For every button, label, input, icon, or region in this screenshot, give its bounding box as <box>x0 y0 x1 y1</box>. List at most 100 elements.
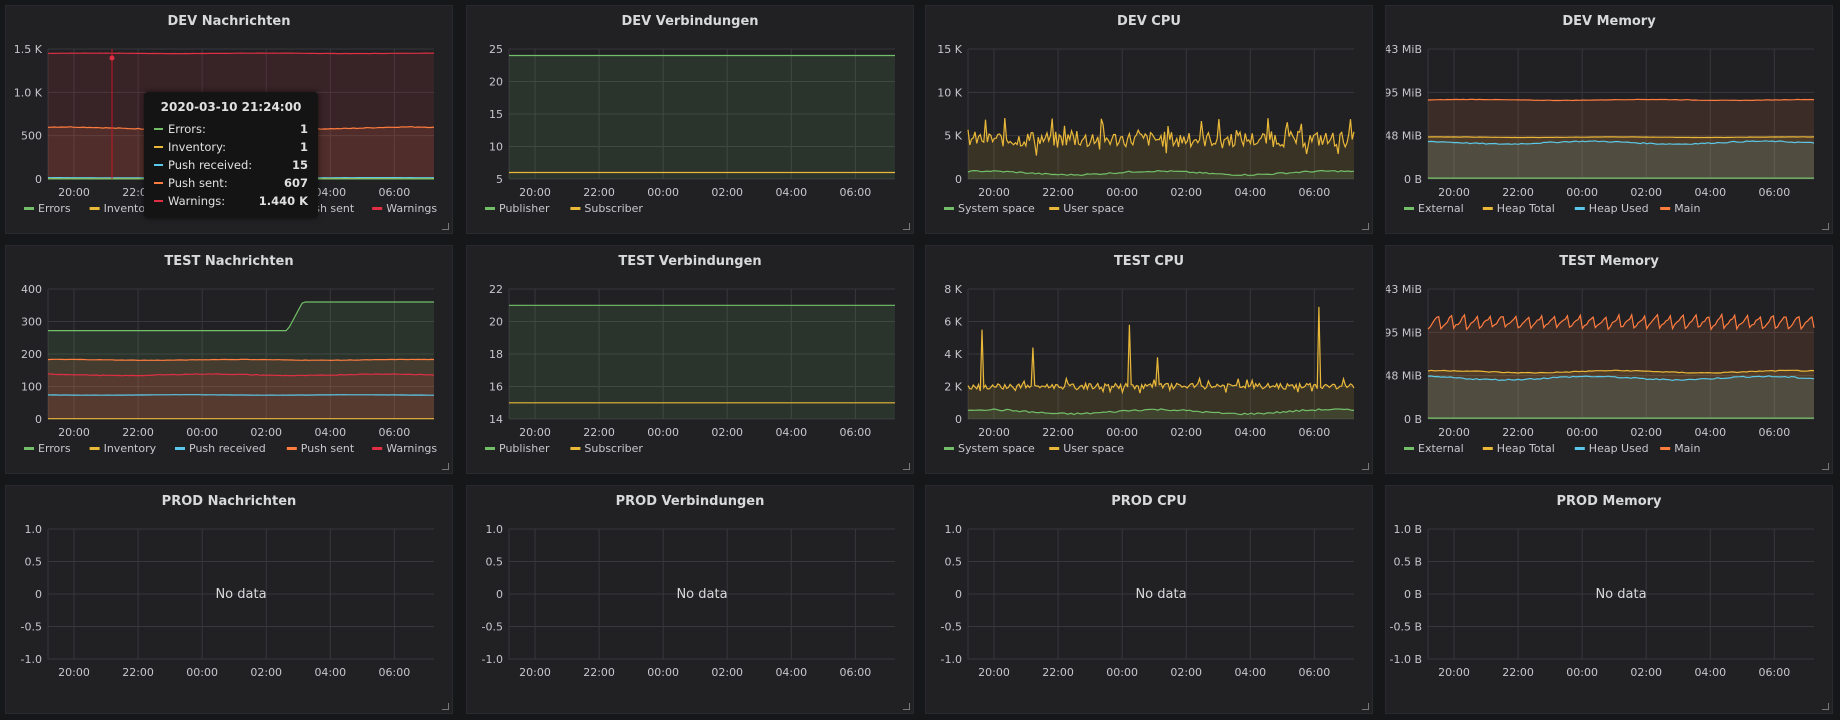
legend-item[interactable]: Warnings <box>372 202 437 215</box>
legend-item[interactable]: Heap Used <box>1574 442 1649 455</box>
panel-prod-nachrichten[interactable]: PROD Nachrichten 1.0 0.5 0 -0.5 -1.0 20:00 22:0… <box>5 485 453 714</box>
panel-dev-memory[interactable]: DEV Memory 143 MiB 95 MiB 48 MiB 0 B 20:00 22:… <box>1385 5 1833 234</box>
series-line[interactable] <box>967 117 1355 156</box>
panel-prod-verbindungen[interactable]: PROD Verbindungen 1.0 0.5 0 -0.5 -1.0 20:00 22:… <box>466 485 914 714</box>
legend-item[interactable]: Push received <box>175 442 266 455</box>
series-line[interactable] <box>48 301 434 332</box>
resize-handle[interactable] <box>1362 223 1369 230</box>
legend-label[interactable]: User space <box>1063 442 1124 455</box>
chart-prod-cpu[interactable]: 1.0 0.5 0 -0.5 -1.0 20:00 22:00 00:00 02:00 04:00… <box>926 486 1374 715</box>
series-line[interactable] <box>967 169 1355 177</box>
panel-title[interactable]: DEV CPU <box>1117 14 1181 29</box>
legend-item[interactable]: Heap Total <box>1482 202 1555 215</box>
series-line[interactable] <box>1427 375 1815 382</box>
panel-dev-verbindungen[interactable]: DEV Verbindungen 25 20 15 10 5 20:00 22:00 00:00… <box>466 5 914 234</box>
chart-prod-verbindungen[interactable]: 1.0 0.5 0 -0.5 -1.0 20:00 22:00 00:00 02:00 04:00… <box>467 486 915 715</box>
legend-label[interactable]: Push received <box>189 442 266 455</box>
legend-label[interactable]: Warnings <box>386 202 437 215</box>
legend-item[interactable]: Heap Total <box>1482 442 1555 455</box>
legend-label[interactable]: External <box>1418 442 1464 455</box>
legend-item[interactable]: Main <box>1660 442 1700 455</box>
legend-label[interactable]: Warnings <box>386 442 437 455</box>
legend-item[interactable]: External <box>1404 202 1464 215</box>
legend-item[interactable]: External <box>1404 442 1464 455</box>
panel-prod-cpu[interactable]: PROD CPU 1.0 0.5 0 -0.5 -1.0 20:00 22:00 00:00 02… <box>925 485 1373 714</box>
series-line[interactable] <box>47 394 434 396</box>
legend-label[interactable]: System space <box>958 202 1035 215</box>
legend-item[interactable]: Inventory <box>89 442 157 455</box>
series-line[interactable] <box>1427 136 1815 139</box>
legend-item[interactable]: Main <box>1660 202 1700 215</box>
legend-label[interactable]: Main <box>1674 202 1700 215</box>
series-line[interactable] <box>1427 98 1815 102</box>
legend-item[interactable]: System space <box>944 442 1035 455</box>
legend-item[interactable]: Heap Used <box>1574 202 1649 215</box>
legend-label[interactable]: Subscriber <box>584 202 643 215</box>
panel-title[interactable]: DEV Verbindungen <box>621 14 759 29</box>
legend-label[interactable]: Publisher <box>499 202 550 215</box>
panel-title[interactable]: DEV Memory <box>1562 14 1656 29</box>
panel-test-nachrichten[interactable]: TEST Nachrichten 400 300 200 100 0 20:00 22:00 0… <box>5 245 453 474</box>
legend-item[interactable]: Publisher <box>485 202 550 215</box>
legend-label[interactable]: Errors <box>38 442 71 455</box>
panel-title[interactable]: TEST Verbindungen <box>618 254 762 269</box>
panel-dev-cpu[interactable]: DEV CPU 15 K 10 K 5 K 0 20:00 22:00 00:00 02:00 0… <box>925 5 1373 234</box>
legend-item[interactable]: Errors <box>24 442 71 455</box>
series-line[interactable] <box>1427 140 1815 145</box>
legend-label[interactable]: User space <box>1063 202 1124 215</box>
legend-label[interactable]: Main <box>1674 442 1700 455</box>
legend-label[interactable]: Heap Used <box>1589 442 1649 455</box>
series-line[interactable] <box>967 306 1355 395</box>
chart-dev-memory[interactable]: 143 MiB 95 MiB 48 MiB 0 B 20:00 22:00 00:00 02:… <box>1386 6 1834 235</box>
chart-dev-cpu[interactable]: 15 K 10 K 5 K 0 20:00 22:00 00:00 02:00 04:00 06:… <box>926 6 1374 235</box>
legend-item[interactable]: Publisher <box>485 442 550 455</box>
legend-item[interactable]: System space <box>944 202 1035 215</box>
legend-label[interactable]: Heap Total <box>1497 442 1555 455</box>
chart-test-memory[interactable]: 143 MiB 95 MiB 48 MiB 0 B 20:00 22:00 00:00 02:… <box>1386 246 1834 475</box>
chart-prod-memory[interactable]: 1.0 B 0.5 B 0 B -0.5 B -1.0 B 20:00 22:00 00:00… <box>1386 486 1834 715</box>
series-line[interactable] <box>47 358 435 362</box>
panel-title[interactable]: PROD Verbindungen <box>615 494 765 509</box>
resize-handle[interactable] <box>442 703 449 710</box>
series-line[interactable] <box>1427 369 1815 374</box>
panel-test-cpu[interactable]: TEST CPU 8 K 6 K 4 K 2 K 0 20:00 22:00 00:00 02:0… <box>925 245 1373 474</box>
legend-label[interactable]: Inventory <box>104 202 157 215</box>
legend-label[interactable]: External <box>1418 202 1464 215</box>
legend-label[interactable]: Publisher <box>499 442 550 455</box>
resize-handle[interactable] <box>1362 703 1369 710</box>
panel-title[interactable]: TEST Nachrichten <box>164 254 294 269</box>
series-line[interactable] <box>47 373 435 377</box>
chart-test-verbindungen[interactable]: 22 20 18 16 14 20:00 22:00 00:00 02:00 04:00 06:00… <box>467 246 915 475</box>
series-line[interactable] <box>48 52 435 55</box>
resize-handle[interactable] <box>1822 223 1829 230</box>
series-line[interactable] <box>967 408 1355 416</box>
chart-test-nachrichten[interactable]: 400 300 200 100 0 20:00 22:00 00:00 02:00 04:00 06… <box>6 246 454 475</box>
legend-item[interactable]: Warnings <box>372 442 437 455</box>
panel-test-verbindungen[interactable]: TEST Verbindungen 22 20 18 16 14 20:00 22:00 00:… <box>466 245 914 474</box>
legend-label[interactable]: Push sent <box>301 442 355 455</box>
legend-label[interactable]: System space <box>958 442 1035 455</box>
resize-handle[interactable] <box>1822 463 1829 470</box>
chart-prod-nachrichten[interactable]: 1.0 0.5 0 -0.5 -1.0 20:00 22:00 00:00 02:00 04:00… <box>6 486 454 715</box>
resize-handle[interactable] <box>442 223 449 230</box>
panel-title[interactable]: DEV Nachrichten <box>167 14 291 29</box>
legend-item[interactable]: Inventory <box>89 202 157 215</box>
panel-test-memory[interactable]: TEST Memory 143 MiB 95 MiB 48 MiB 0 B 20:00 22… <box>1385 245 1833 474</box>
resize-handle[interactable] <box>903 463 910 470</box>
resize-handle[interactable] <box>903 703 910 710</box>
legend-item[interactable]: User space <box>1049 442 1124 455</box>
panel-title[interactable]: TEST CPU <box>1113 254 1185 269</box>
panel-title[interactable]: PROD CPU <box>1111 494 1187 509</box>
series-line[interactable] <box>1427 312 1815 331</box>
legend-label[interactable]: Heap Used <box>1589 202 1649 215</box>
legend-item[interactable]: Errors <box>24 202 71 215</box>
legend-item[interactable]: Push sent <box>286 442 355 455</box>
legend-item[interactable]: Subscriber <box>570 442 643 455</box>
panel-title[interactable]: PROD Nachrichten <box>161 494 297 509</box>
legend-label[interactable]: Heap Total <box>1497 202 1555 215</box>
legend-label[interactable]: Inventory <box>104 442 157 455</box>
chart-dev-verbindungen[interactable]: 25 20 15 10 5 20:00 22:00 00:00 02:00 04:00 06:00 P… <box>467 6 915 235</box>
panel-prod-memory[interactable]: PROD Memory 1.0 B 0.5 B 0 B -0.5 B -1.0 B 20:0… <box>1385 485 1833 714</box>
resize-handle[interactable] <box>1822 703 1829 710</box>
legend-item[interactable]: Subscriber <box>570 202 643 215</box>
